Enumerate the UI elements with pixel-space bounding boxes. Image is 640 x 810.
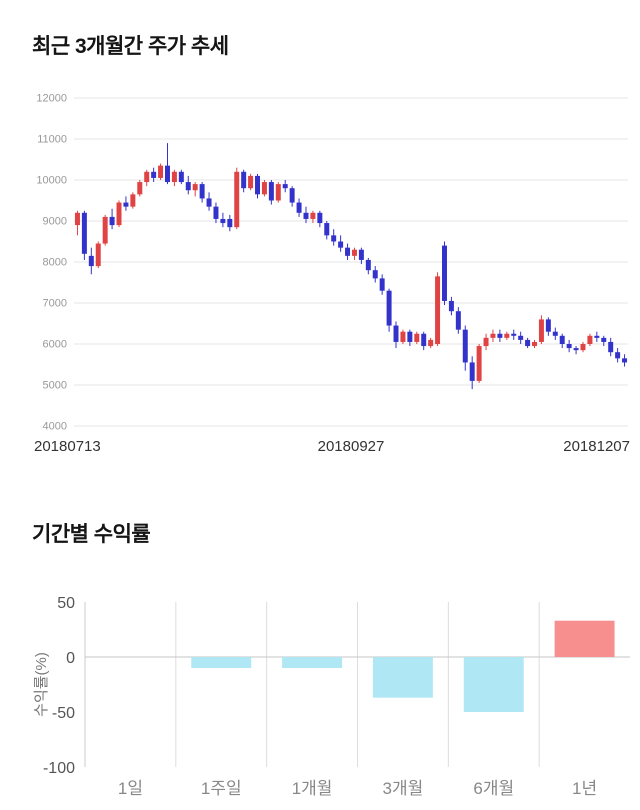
svg-text:6000: 6000 [43,339,67,351]
svg-text:9000: 9000 [43,216,67,228]
period-returns-bar-chart: 50 0 -50 -100 1일 1주일 1개월 3개월 6개월 1년 수익률(%) [33,595,630,798]
price-trend-candlestick-chart: 4000 5000 6000 7000 8000 9000 10000 11000 12000 2… [34,93,630,456]
svg-text:12000: 12000 [36,93,67,105]
svg-text:-100: -100 [43,760,75,777]
svg-text:11000: 11000 [37,134,67,146]
svg-text:1주일: 1주일 [201,779,242,798]
svg-text:10000: 10000 [36,175,67,187]
svg-text:5000: 5000 [43,380,67,392]
svg-text:-50: -50 [52,705,75,722]
svg-text:20181207: 20181207 [563,438,630,455]
svg-text:6개월: 6개월 [473,779,514,798]
svg-text:1년: 1년 [572,779,597,798]
returns-title: 기간별 수익률 [32,523,151,546]
svg-text:7000: 7000 [43,298,67,310]
price-trend-title: 최근 3개월간 주가 추세 [32,35,229,58]
svg-text:1일: 1일 [118,779,143,798]
svg-text:3개월: 3개월 [383,779,424,798]
svg-text:수익률(%): 수익률(%) [33,652,50,717]
svg-text:1개월: 1개월 [292,779,333,798]
svg-text:20180713: 20180713 [34,438,101,455]
svg-text:0: 0 [66,650,75,667]
svg-text:50: 50 [57,595,75,612]
svg-text:20180927: 20180927 [318,438,385,455]
svg-text:8000: 8000 [43,257,67,269]
svg-text:4000: 4000 [43,421,67,433]
